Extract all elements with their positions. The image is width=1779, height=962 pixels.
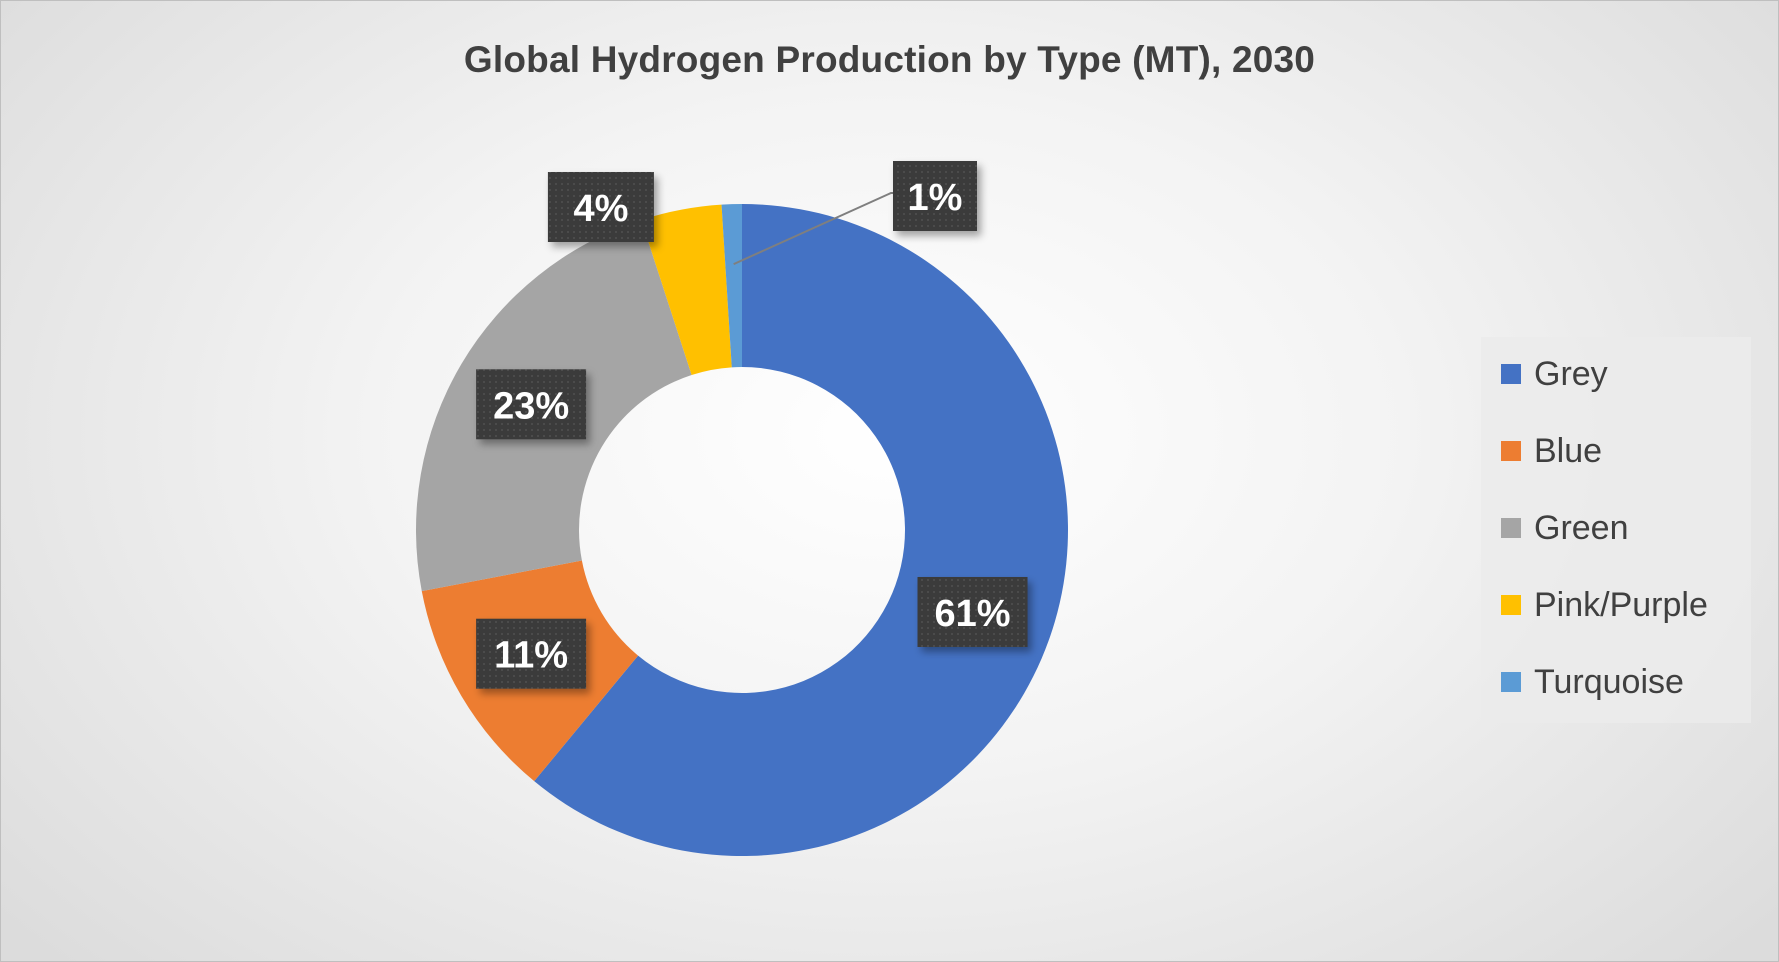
data-label-blue: 11%: [476, 618, 587, 689]
chart-title: Global Hydrogen Production by Type (MT),…: [463, 39, 1316, 80]
legend-item-turquoise: Turquoise: [1501, 662, 1684, 702]
data-label-green: 23%: [476, 369, 587, 440]
legend-item-pink-purple: Pink/Purple: [1501, 585, 1708, 625]
legend-item-blue: Blue: [1501, 431, 1602, 471]
legend-item-green: Green: [1501, 508, 1629, 548]
data-label-grey: 61%: [917, 576, 1028, 647]
legend-label-green: Green: [1534, 508, 1629, 547]
legend-label-pink-purple: Pink/Purple: [1534, 585, 1708, 624]
slice-turquoise: [721, 204, 742, 368]
legend-label-blue: Blue: [1534, 431, 1603, 470]
slice-pink-purple: [641, 204, 732, 375]
data-label-text-grey: 61%: [934, 593, 1010, 635]
legend-swatch-blue: [1501, 441, 1521, 461]
legend-swatch-green: [1501, 518, 1521, 538]
slice-grey: [534, 204, 1068, 856]
data-label-text-blue: 11%: [494, 635, 568, 677]
legend-swatch-grey: [1501, 364, 1521, 384]
data-label-text-turquoise: 1%: [908, 177, 963, 219]
legend-swatch-pink-purple: [1501, 595, 1521, 615]
legend-label-turquoise: Turquoise: [1534, 662, 1684, 701]
data-label-pink-purple: 4%: [547, 172, 654, 242]
data-label-text-green: 23%: [493, 385, 569, 427]
data-label-text-pink-purple: 4%: [573, 188, 628, 230]
legend-item-grey: Grey: [1501, 354, 1608, 394]
legend-label-grey: Grey: [1534, 354, 1608, 393]
legend: Grey Blue Green Pink/Purple Turquoise: [1481, 337, 1751, 723]
data-label-turquoise: 1%: [893, 161, 977, 231]
legend-swatch-turquoise: [1501, 672, 1521, 692]
